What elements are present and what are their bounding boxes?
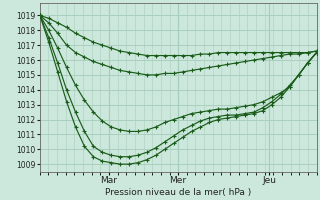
X-axis label: Pression niveau de la mer( hPa ): Pression niveau de la mer( hPa ): [105, 188, 251, 197]
